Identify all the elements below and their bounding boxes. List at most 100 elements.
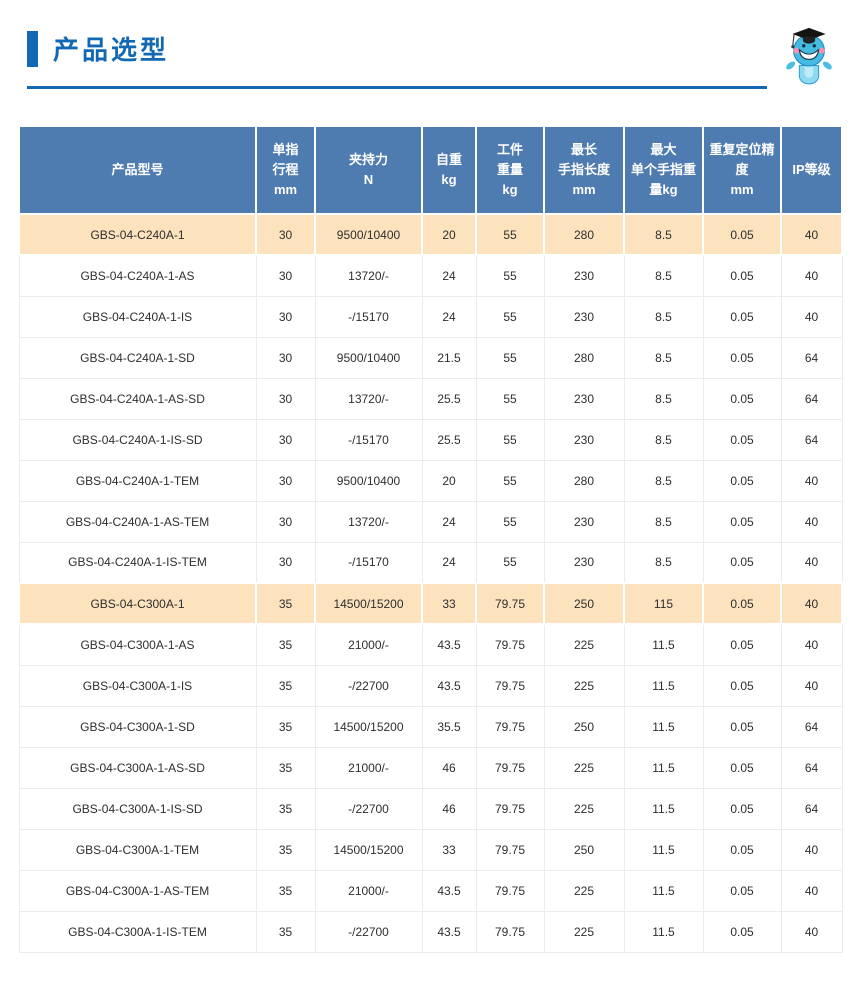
cell-ip-rating: 40 — [780, 869, 843, 912]
cell-workpiece: 55 — [475, 213, 545, 256]
cell-force: 21000/- — [314, 623, 423, 666]
cell-ip-rating: 64 — [780, 705, 843, 748]
cell-precision: 0.05 — [702, 418, 782, 461]
column-header-finger-length: 最长 手指长度 mm — [543, 125, 625, 215]
cell-stroke: 35 — [255, 582, 316, 625]
cell-precision: 0.05 — [702, 869, 782, 912]
cell-finger-weight: 8.5 — [623, 459, 704, 502]
table-row: GBS-04-C240A-1-AS-SD 30 13720/- 25.5 55 230 8.… — [18, 377, 843, 420]
cell-finger-weight: 8.5 — [623, 418, 704, 461]
table-row: GBS-04-C240A-1 30 9500/10400 20 55 280 8.5 0.05… — [18, 213, 843, 256]
cell-workpiece: 79.75 — [475, 869, 545, 912]
cell-workpiece: 79.75 — [475, 664, 545, 707]
table-row: GBS-04-C300A-1-IS 35 -/22700 43.5 79.75 225 11… — [18, 664, 843, 707]
cell-finger-weight: 11.5 — [623, 664, 704, 707]
table-row: GBS-04-C300A-1 35 14500/15200 33 79.75 250 115… — [18, 582, 843, 625]
column-header-stroke: 单指 行程 mm — [255, 125, 316, 215]
table-row: GBS-04-C300A-1-SD 35 14500/15200 35.5 79.75 2… — [18, 705, 843, 748]
table-row: GBS-04-C300A-1-AS-SD 35 21000/- 46 79.75 225 1… — [18, 746, 843, 789]
cell-stroke: 30 — [255, 459, 316, 502]
cell-ip-rating: 40 — [780, 500, 843, 543]
cell-force: 9500/10400 — [314, 336, 423, 379]
cell-weight: 43.5 — [421, 869, 477, 912]
cell-force: 9500/10400 — [314, 213, 423, 256]
cell-workpiece: 55 — [475, 500, 545, 543]
cell-force: 21000/- — [314, 869, 423, 912]
cell-finger-weight: 8.5 — [623, 295, 704, 338]
cell-ip-rating: 40 — [780, 910, 843, 953]
cell-model: GBS-04-C300A-1-IS-TEM — [18, 910, 257, 953]
cell-weight: 43.5 — [421, 910, 477, 953]
cell-precision: 0.05 — [702, 213, 782, 256]
cell-ip-rating: 40 — [780, 459, 843, 502]
cell-finger-weight: 8.5 — [623, 336, 704, 379]
cell-model: GBS-04-C300A-1-IS — [18, 664, 257, 707]
table-row: GBS-04-C300A-1-AS-TEM 35 21000/- 43.5 79.75 2… — [18, 869, 843, 912]
cell-force: 13720/- — [314, 254, 423, 297]
cell-force: -/15170 — [314, 295, 423, 338]
column-header-finger-weight: 最大 单个手指重 量kg — [623, 125, 704, 215]
cell-finger-length: 250 — [543, 828, 625, 871]
cell-stroke: 30 — [255, 254, 316, 297]
cell-stroke: 35 — [255, 869, 316, 912]
cell-precision: 0.05 — [702, 295, 782, 338]
cell-precision: 0.05 — [702, 746, 782, 789]
cell-finger-weight: 8.5 — [623, 213, 704, 256]
cell-ip-rating: 40 — [780, 828, 843, 871]
title-underline — [27, 86, 767, 89]
cell-precision: 0.05 — [702, 664, 782, 707]
cell-finger-length: 230 — [543, 541, 625, 584]
cell-model: GBS-04-C240A-1 — [18, 213, 257, 256]
cell-workpiece: 55 — [475, 541, 545, 584]
cell-stroke: 35 — [255, 828, 316, 871]
cell-precision: 0.05 — [702, 787, 782, 830]
cell-finger-length: 230 — [543, 500, 625, 543]
cell-precision: 0.05 — [702, 336, 782, 379]
table-row: GBS-04-C240A-1-AS-TEM 30 13720/- 24 55 230 8.5… — [18, 500, 843, 543]
cell-precision: 0.05 — [702, 623, 782, 666]
cell-ip-rating: 40 — [780, 541, 843, 584]
cell-force: -/15170 — [314, 418, 423, 461]
cell-workpiece: 55 — [475, 377, 545, 420]
cell-model: GBS-04-C300A-1 — [18, 582, 257, 625]
cell-precision: 0.05 — [702, 254, 782, 297]
cell-precision: 0.05 — [702, 910, 782, 953]
column-header-ip-rating: IP等级 — [780, 125, 843, 215]
cell-force: 14500/15200 — [314, 705, 423, 748]
cell-precision: 0.05 — [702, 828, 782, 871]
cell-weight: 25.5 — [421, 418, 477, 461]
cell-workpiece: 79.75 — [475, 623, 545, 666]
cell-weight: 20 — [421, 459, 477, 502]
table-row: GBS-04-C240A-1-SD 30 9500/10400 21.5 55 280 8.… — [18, 336, 843, 379]
cell-weight: 24 — [421, 541, 477, 584]
cell-finger-length: 225 — [543, 869, 625, 912]
cell-finger-weight: 11.5 — [623, 746, 704, 789]
cell-stroke: 35 — [255, 705, 316, 748]
cell-stroke: 35 — [255, 910, 316, 953]
cell-stroke: 30 — [255, 500, 316, 543]
cell-finger-length: 250 — [543, 582, 625, 625]
cell-model: GBS-04-C240A-1-IS-SD — [18, 418, 257, 461]
cell-weight: 43.5 — [421, 623, 477, 666]
cell-finger-weight: 8.5 — [623, 377, 704, 420]
cell-workpiece: 55 — [475, 459, 545, 502]
cell-model: GBS-04-C300A-1-SD — [18, 705, 257, 748]
cell-ip-rating: 64 — [780, 418, 843, 461]
cell-finger-weight: 8.5 — [623, 254, 704, 297]
cell-precision: 0.05 — [702, 582, 782, 625]
cell-finger-length: 280 — [543, 336, 625, 379]
cell-weight: 46 — [421, 746, 477, 789]
cell-weight: 24 — [421, 295, 477, 338]
cell-weight: 35.5 — [421, 705, 477, 748]
cell-stroke: 30 — [255, 418, 316, 461]
cell-workpiece: 55 — [475, 254, 545, 297]
cell-model: GBS-04-C300A-1-AS — [18, 623, 257, 666]
cell-finger-length: 250 — [543, 705, 625, 748]
column-header-force: 夹持力 N — [314, 125, 423, 215]
cell-ip-rating: 64 — [780, 336, 843, 379]
cell-force: -/15170 — [314, 541, 423, 584]
table-row: GBS-04-C300A-1-IS-SD 35 -/22700 46 79.75 225 1… — [18, 787, 843, 830]
cell-finger-length: 280 — [543, 459, 625, 502]
cell-finger-weight: 11.5 — [623, 869, 704, 912]
column-header-workpiece: 工件 重量 kg — [475, 125, 545, 215]
